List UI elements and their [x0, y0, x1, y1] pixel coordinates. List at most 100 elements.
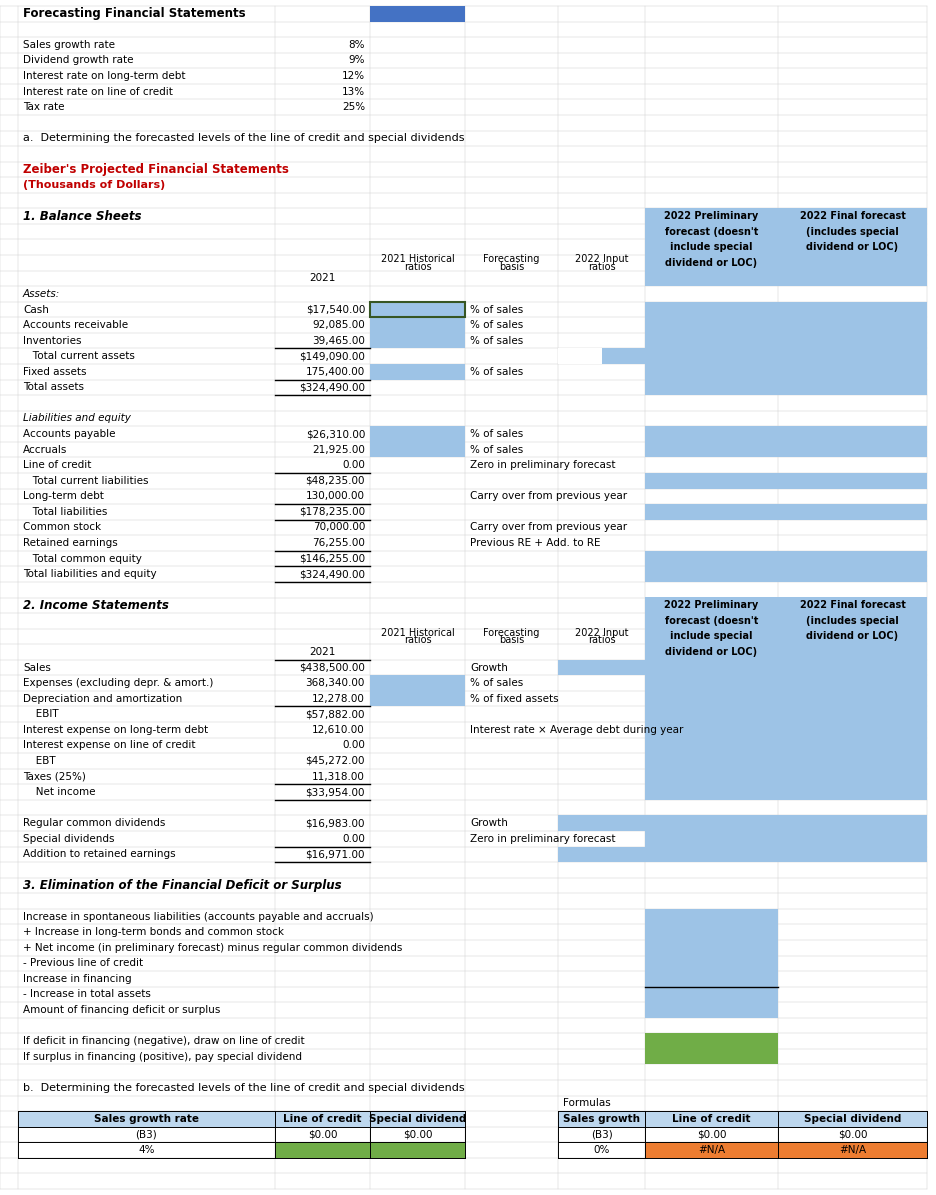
Bar — [644, 1003, 777, 1018]
Text: 175,400.00: 175,400.00 — [305, 367, 365, 376]
Text: Retained earnings: Retained earnings — [23, 538, 118, 549]
Text: 2021: 2021 — [309, 646, 335, 657]
Text: include special: include special — [669, 631, 752, 642]
Text: 130,000.00: 130,000.00 — [306, 491, 365, 502]
Text: Interest expense on long-term debt: Interest expense on long-term debt — [23, 725, 208, 735]
Bar — [777, 1111, 926, 1127]
Text: (B3): (B3) — [136, 1129, 157, 1140]
Text: 2022 Input: 2022 Input — [574, 255, 627, 264]
Text: Increase in spontaneous liabilities (accounts payable and accruals): Increase in spontaneous liabilities (acc… — [23, 912, 373, 921]
Text: forecast (doesn't: forecast (doesn't — [665, 615, 757, 626]
Text: 39,465.00: 39,465.00 — [312, 336, 365, 345]
Bar — [644, 956, 777, 972]
Bar — [644, 831, 926, 846]
Text: Total current assets: Total current assets — [23, 351, 135, 361]
Bar — [644, 722, 926, 737]
Bar — [777, 270, 926, 286]
Bar — [644, 1034, 777, 1049]
Bar — [644, 784, 926, 799]
Text: include special: include special — [669, 243, 752, 252]
Bar — [370, 427, 464, 442]
Bar — [370, 1111, 464, 1127]
Bar — [558, 349, 601, 364]
Text: Carry over from previous year: Carry over from previous year — [470, 522, 626, 533]
Text: #N/A: #N/A — [697, 1145, 724, 1156]
Text: Cash: Cash — [23, 305, 49, 314]
Bar — [777, 1142, 926, 1158]
Text: Dividend growth rate: Dividend growth rate — [23, 55, 133, 66]
Bar — [644, 846, 926, 862]
Text: 25%: 25% — [342, 103, 365, 112]
Text: Addition to retained earnings: Addition to retained earnings — [23, 850, 175, 859]
Text: Zero in preliminary forecast: Zero in preliminary forecast — [470, 460, 615, 470]
Bar — [644, 551, 926, 566]
Text: % of sales: % of sales — [470, 367, 522, 376]
Text: Net income: Net income — [26, 788, 95, 797]
Bar — [644, 706, 926, 722]
Text: 3. Elimination of the Financial Deficit or Surplus: 3. Elimination of the Financial Deficit … — [23, 880, 342, 891]
Text: $146,255.00: $146,255.00 — [299, 553, 365, 564]
Text: dividend or LOC): dividend or LOC) — [806, 631, 898, 642]
Bar — [644, 815, 926, 831]
Bar — [644, 613, 777, 629]
Bar — [644, 987, 777, 1003]
Bar — [644, 768, 926, 784]
Bar — [777, 239, 926, 255]
Text: 76,255.00: 76,255.00 — [312, 538, 365, 549]
Text: Amount of financing deficit or surplus: Amount of financing deficit or surplus — [23, 1005, 220, 1015]
Text: $178,235.00: $178,235.00 — [299, 507, 365, 517]
Text: 2. Income Statements: 2. Income Statements — [23, 599, 168, 612]
Bar — [777, 349, 926, 364]
Bar — [370, 302, 464, 318]
Bar — [370, 364, 464, 380]
Bar — [370, 333, 464, 349]
Text: ratios: ratios — [403, 262, 431, 271]
Text: Sales growth rate: Sales growth rate — [94, 1114, 198, 1124]
Text: 12,278.00: 12,278.00 — [312, 693, 365, 704]
Text: Growth: Growth — [470, 662, 507, 673]
Text: Liabilities and equity: Liabilities and equity — [23, 413, 131, 423]
Text: Interest rate on long-term debt: Interest rate on long-term debt — [23, 71, 185, 81]
Text: Total current liabilities: Total current liabilities — [23, 476, 148, 485]
Bar — [777, 598, 926, 613]
Bar — [777, 223, 926, 239]
Text: 2021: 2021 — [309, 274, 335, 283]
Text: 0%: 0% — [592, 1145, 609, 1156]
Text: Formulas: Formulas — [563, 1098, 610, 1109]
Bar — [644, 442, 926, 458]
Bar — [644, 940, 777, 956]
Bar — [644, 660, 926, 675]
Text: basis: basis — [498, 262, 523, 271]
Text: $0.00: $0.00 — [696, 1129, 725, 1140]
Text: 0.00: 0.00 — [342, 834, 365, 844]
Text: Common stock: Common stock — [23, 522, 101, 533]
Text: Sales: Sales — [23, 662, 51, 673]
Bar — [558, 846, 644, 862]
Bar — [644, 223, 777, 239]
Bar — [644, 753, 926, 768]
Bar — [644, 302, 926, 318]
Bar — [558, 815, 644, 831]
Text: Growth: Growth — [470, 819, 507, 828]
Text: 21,925.00: 21,925.00 — [312, 445, 365, 454]
Text: Total liabilities and equity: Total liabilities and equity — [23, 569, 156, 580]
Text: Forecasting: Forecasting — [483, 255, 539, 264]
Text: 70,000.00: 70,000.00 — [313, 522, 365, 533]
Bar — [644, 239, 777, 255]
Text: Line of credit: Line of credit — [283, 1114, 361, 1124]
Text: Forecasting: Forecasting — [483, 627, 539, 637]
Bar — [558, 1111, 644, 1127]
Text: Interest rate × Average debt during year: Interest rate × Average debt during year — [470, 725, 682, 735]
Text: ratios: ratios — [587, 636, 615, 645]
Text: $0.00: $0.00 — [402, 1129, 431, 1140]
Text: dividend or LOC): dividend or LOC) — [665, 646, 756, 657]
Text: ratios: ratios — [403, 636, 431, 645]
Text: If deficit in financing (negative), draw on line of credit: If deficit in financing (negative), draw… — [23, 1036, 304, 1046]
Text: If surplus in financing (positive), pay special dividend: If surplus in financing (positive), pay … — [23, 1052, 301, 1061]
Text: Accounts payable: Accounts payable — [23, 429, 115, 439]
Text: 2022 Input: 2022 Input — [574, 627, 627, 637]
Text: 2021 Historical: 2021 Historical — [380, 627, 454, 637]
Text: 0.00: 0.00 — [342, 460, 365, 470]
Text: (Thousands of Dollars): (Thousands of Dollars) — [23, 180, 165, 190]
Text: Inventories: Inventories — [23, 336, 81, 345]
